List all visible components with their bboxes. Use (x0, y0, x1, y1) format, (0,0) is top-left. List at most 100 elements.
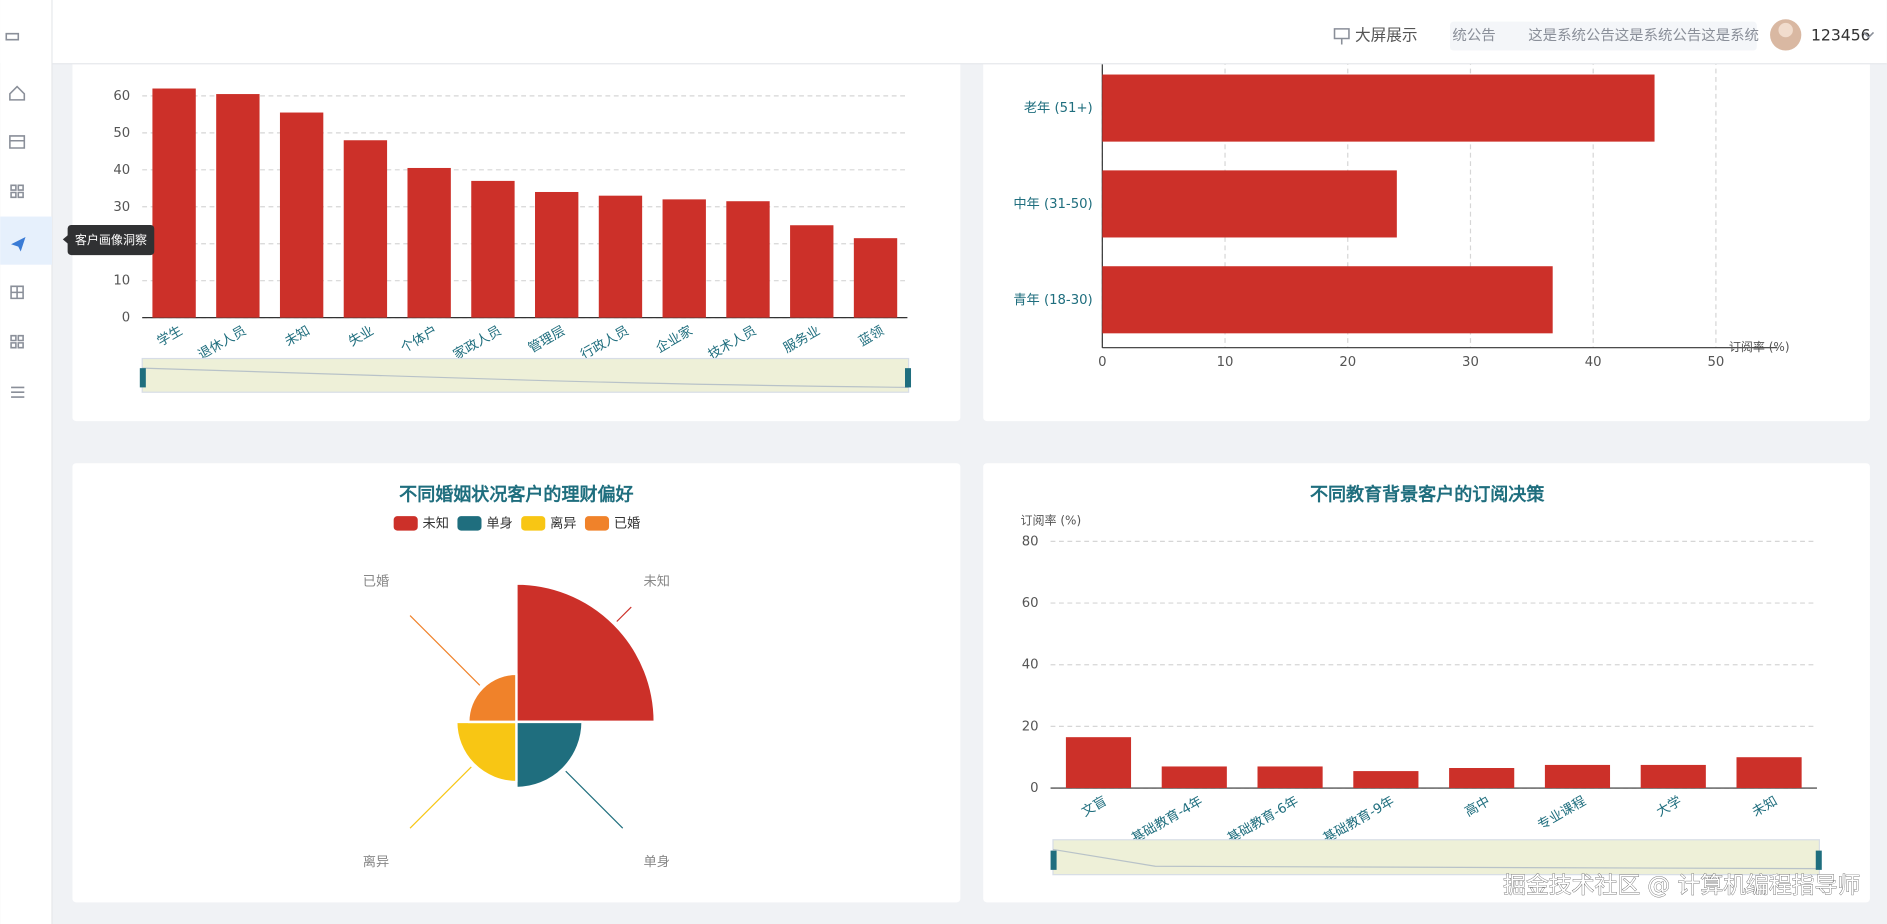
panel (983, 463, 1870, 903)
y-tick-label: 60 (1022, 596, 1039, 611)
x-tick-label: 10 (1217, 355, 1234, 370)
bar (1640, 764, 1706, 789)
tooltip (67, 224, 155, 256)
bar (790, 225, 834, 318)
data-zoom-sliders (139, 357, 1822, 876)
x-tick-label: 30 (1462, 355, 1479, 370)
bar (471, 180, 515, 318)
x-axis-label: 订阅率 (%) (1729, 339, 1790, 354)
y-axis-label: 订阅率 (%) (1021, 512, 1082, 527)
bar (1736, 757, 1802, 789)
legend-swatch (393, 516, 418, 531)
bar (726, 201, 770, 318)
bar (1102, 74, 1655, 142)
y-tick-label: 0 (1030, 781, 1038, 796)
bar (1161, 766, 1227, 789)
zoom-handle[interactable] (139, 368, 146, 388)
bar (1353, 771, 1419, 789)
sector-label: 单身 (644, 854, 670, 870)
legend-swatch (457, 516, 482, 531)
sector-label: 离异 (363, 853, 389, 870)
bar (216, 94, 260, 318)
bar (152, 88, 196, 318)
y-tick-label: 中年 (31-50) (1013, 196, 1092, 212)
legend-label: 未知 (423, 514, 449, 531)
legend-label: 已婚 (614, 515, 640, 531)
avatar-face (1778, 22, 1793, 38)
rose-sector (455, 720, 518, 784)
legend-swatch (521, 516, 546, 531)
legend-swatch (584, 516, 610, 531)
x-tick-label: 40 (1585, 355, 1602, 370)
zoom-shape (1052, 848, 1820, 870)
menu-icon[interactable] (10, 285, 24, 300)
header: 大屏展示 统公告 这是系统公告这是系统公告这是系统 123456 (0, 0, 1887, 65)
send-icon (11, 237, 26, 252)
y-tick-label: 30 (113, 200, 130, 215)
y-tick-label: 青年 (18-30) (1013, 292, 1092, 308)
y-tick-label: 40 (113, 163, 130, 178)
zoom-handle[interactable] (1050, 850, 1057, 870)
label-line (616, 606, 632, 622)
sidebar-bar (0, 0, 52, 924)
chart-title: 不同婚姻状况客户的理财偏好 (399, 484, 633, 506)
rose-sector (515, 720, 584, 790)
toggle-icon[interactable] (5, 32, 20, 41)
screen-icon (1333, 28, 1350, 45)
watermark: 掘金技术社区 @ 计算机编程指导师 (1503, 873, 1860, 899)
bar (662, 199, 706, 318)
big-screen-link[interactable]: 大屏展示 (1355, 26, 1417, 45)
menu-icon[interactable] (10, 334, 24, 349)
bar (1257, 766, 1323, 789)
y-tick-label: 60 (113, 89, 130, 104)
zoom-slider[interactable] (141, 357, 910, 393)
rose-sector (515, 582, 656, 724)
label-line (565, 770, 624, 829)
bar (853, 238, 898, 318)
bar (343, 140, 388, 318)
dropdown-icon[interactable] (1863, 31, 1875, 39)
y-tick-label: 50 (113, 126, 130, 141)
sidebar: 客户画像洞察 (0, 0, 155, 924)
notice-bar (1450, 21, 1757, 51)
active-menu-item[interactable] (0, 216, 52, 265)
sector-label: 已婚 (363, 574, 389, 590)
legend-label: 单身 (486, 515, 512, 531)
label-line (409, 615, 481, 686)
y-tick-label: 20 (1022, 719, 1039, 734)
rose-sector (467, 672, 518, 724)
sector-label: 未知 (644, 573, 670, 590)
username[interactable]: 123456 (1811, 26, 1871, 45)
y-tick-label: 40 (1022, 658, 1039, 673)
y-tick-label: 老年 (51+) (1024, 100, 1093, 116)
chart-title: 不同教育背景客户的订阅决策 (1310, 484, 1545, 506)
x-tick-label: 20 (1339, 355, 1356, 370)
notice-label: 统公告 (1452, 27, 1495, 44)
bar (407, 167, 451, 318)
menu-icon[interactable] (11, 386, 25, 398)
label-line (409, 766, 472, 829)
y-tick-label: 80 (1022, 534, 1039, 549)
zoom-slider[interactable] (1052, 839, 1820, 876)
menu-icon[interactable] (9, 135, 26, 149)
bar (1449, 768, 1515, 789)
y-tick-label: 10 (113, 274, 130, 289)
home-icon[interactable] (9, 85, 26, 101)
x-tick-label: 0 (1098, 355, 1106, 370)
x-tick-label: 50 (1707, 355, 1724, 370)
bar (1544, 764, 1611, 789)
bar (279, 112, 324, 318)
bar (1102, 170, 1397, 238)
notice-text: 这是系统公告这是系统公告这是系统 (1528, 27, 1759, 44)
zoom-handle[interactable] (905, 368, 912, 388)
zoom-shape (142, 367, 909, 389)
tooltip-text: 客户画像洞察 (75, 232, 147, 247)
menu-icon[interactable] (10, 184, 24, 199)
legend-label: 离异 (550, 514, 576, 531)
y-tick-label: 0 (122, 311, 130, 326)
zoom-handle[interactable] (1815, 850, 1822, 870)
bar (1065, 737, 1132, 789)
bar (535, 191, 579, 318)
bar (1102, 266, 1553, 334)
